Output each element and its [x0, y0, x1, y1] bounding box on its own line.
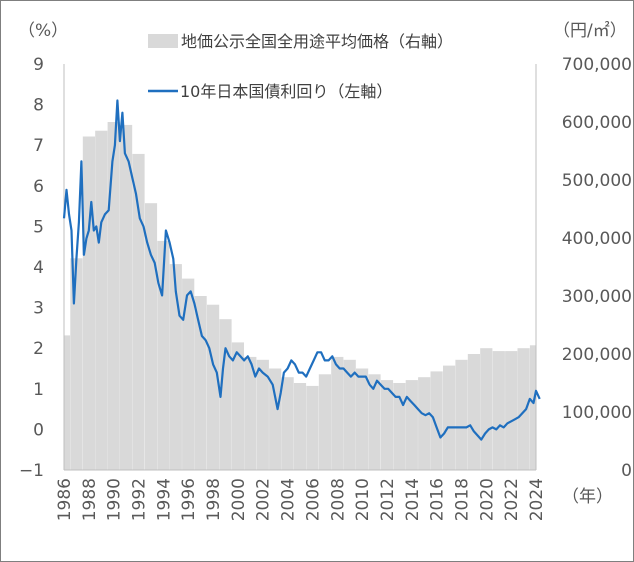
left-tick-label: 8 [33, 96, 44, 116]
left-tick-label: 1 [33, 380, 44, 400]
x-tick-label: 1994 [154, 478, 174, 521]
land-price-bar [480, 348, 493, 470]
x-tick-label: 1992 [130, 478, 150, 521]
land-price-bar [70, 258, 83, 470]
land-price-bar [132, 153, 145, 470]
land-price-bar [144, 203, 158, 470]
land-price-bar [293, 383, 307, 470]
land-price-bar [182, 278, 195, 470]
x-tick-label: 2014 [403, 478, 423, 521]
left-tick-label: 6 [33, 177, 44, 197]
x-axis-ticks: 1986 1988 1990 1992 1994 1996 1998 2000 2002 2004… [55, 478, 547, 521]
land-price-bar [405, 380, 418, 470]
land-price-bar [368, 374, 381, 470]
legend-bar-swatch [148, 34, 178, 48]
land-price-bar [95, 130, 108, 470]
land-price-bar [194, 296, 207, 470]
right-tick-label: 100,000 [562, 403, 632, 423]
x-tick-label: 1988 [80, 478, 100, 521]
left-tick-label: 2 [33, 339, 44, 359]
land-price-bar [306, 385, 319, 470]
land-price-bar [318, 374, 331, 470]
x-tick-label: 2000 [229, 478, 249, 521]
land-price-bar [107, 122, 120, 470]
land-price-bar [356, 368, 369, 470]
legend-bar-label: 地価公示全国全用途平均価格（右軸） [181, 32, 453, 51]
x-tick-label: 1990 [105, 478, 125, 521]
x-tick-label: 1996 [179, 478, 199, 521]
left-tick-label: 7 [33, 136, 44, 156]
bar-series [64, 122, 536, 471]
land-price-bar [256, 359, 269, 470]
left-tick-label: 0 [33, 420, 44, 440]
left-tick-label: −1 [19, 461, 44, 481]
left-tick-label: 4 [33, 258, 44, 278]
x-tick-label: 2006 [303, 478, 323, 521]
land-price-bar [269, 368, 282, 470]
axes [63, 64, 537, 471]
land-price-bar [467, 354, 480, 470]
right-axis-unit: （円/㎡） [553, 21, 627, 41]
legend: 地価公示全国全用途平均価格（右軸） 10年日本国債利回り（左軸） [148, 32, 453, 101]
right-axis-ticks: 700,000 600,000 500,000 400,000 300,000 200,0… [562, 55, 632, 481]
right-tick-label: 500,000 [562, 171, 632, 191]
right-tick-label: 400,000 [562, 229, 632, 249]
land-price-bar [529, 345, 536, 470]
right-tick-label: 0 [621, 461, 632, 481]
land-price-bar [281, 377, 294, 470]
x-axis-unit: （年） [562, 487, 613, 507]
right-tick-label: 600,000 [562, 113, 632, 133]
x-tick-label: 2012 [378, 478, 398, 521]
land-price-bar [231, 342, 244, 470]
land-price-bar [455, 359, 468, 470]
land-price-bar [244, 356, 257, 470]
land-price-bar [157, 240, 170, 470]
x-tick-label: 2020 [477, 478, 497, 521]
land-price-bar [505, 351, 518, 470]
land-price-bar [430, 371, 443, 470]
left-axis-unit: （%） [18, 21, 68, 41]
x-tick-label: 1998 [204, 478, 224, 521]
land-price-bar [443, 365, 456, 470]
right-tick-label: 700,000 [562, 55, 632, 75]
land-price-bar [64, 335, 71, 470]
x-tick-label: 1986 [55, 478, 75, 521]
land-price-bar [343, 359, 356, 470]
land-price-bar [517, 348, 530, 470]
left-tick-label: 5 [33, 217, 44, 237]
left-tick-label: 3 [33, 299, 44, 319]
x-tick-label: 2004 [279, 478, 299, 521]
x-tick-label: 2024 [527, 478, 547, 521]
land-price-bar [120, 124, 133, 471]
land-price-bar [82, 136, 95, 470]
x-tick-label: 2010 [353, 478, 373, 521]
left-axis-ticks: 9 8 7 6 5 4 3 2 1 0 −1 [19, 55, 44, 481]
x-tick-label: 2016 [428, 478, 448, 521]
land-price-bar [492, 351, 505, 470]
land-price-bar [418, 377, 431, 470]
right-tick-label: 300,000 [562, 287, 632, 307]
x-tick-label: 2022 [502, 478, 522, 521]
right-tick-label: 200,000 [562, 345, 632, 365]
land-price-bar [207, 304, 220, 470]
x-tick-label: 2008 [328, 478, 348, 521]
land-price-bar [380, 380, 394, 470]
yield-line [62, 99, 541, 441]
x-tick-label: 2002 [254, 478, 274, 521]
x-tick-label: 2018 [453, 478, 473, 521]
left-tick-label: 9 [33, 55, 44, 75]
land-price-bar [331, 356, 344, 470]
legend-line-label: 10年日本国債利回り（左軸） [180, 82, 392, 101]
